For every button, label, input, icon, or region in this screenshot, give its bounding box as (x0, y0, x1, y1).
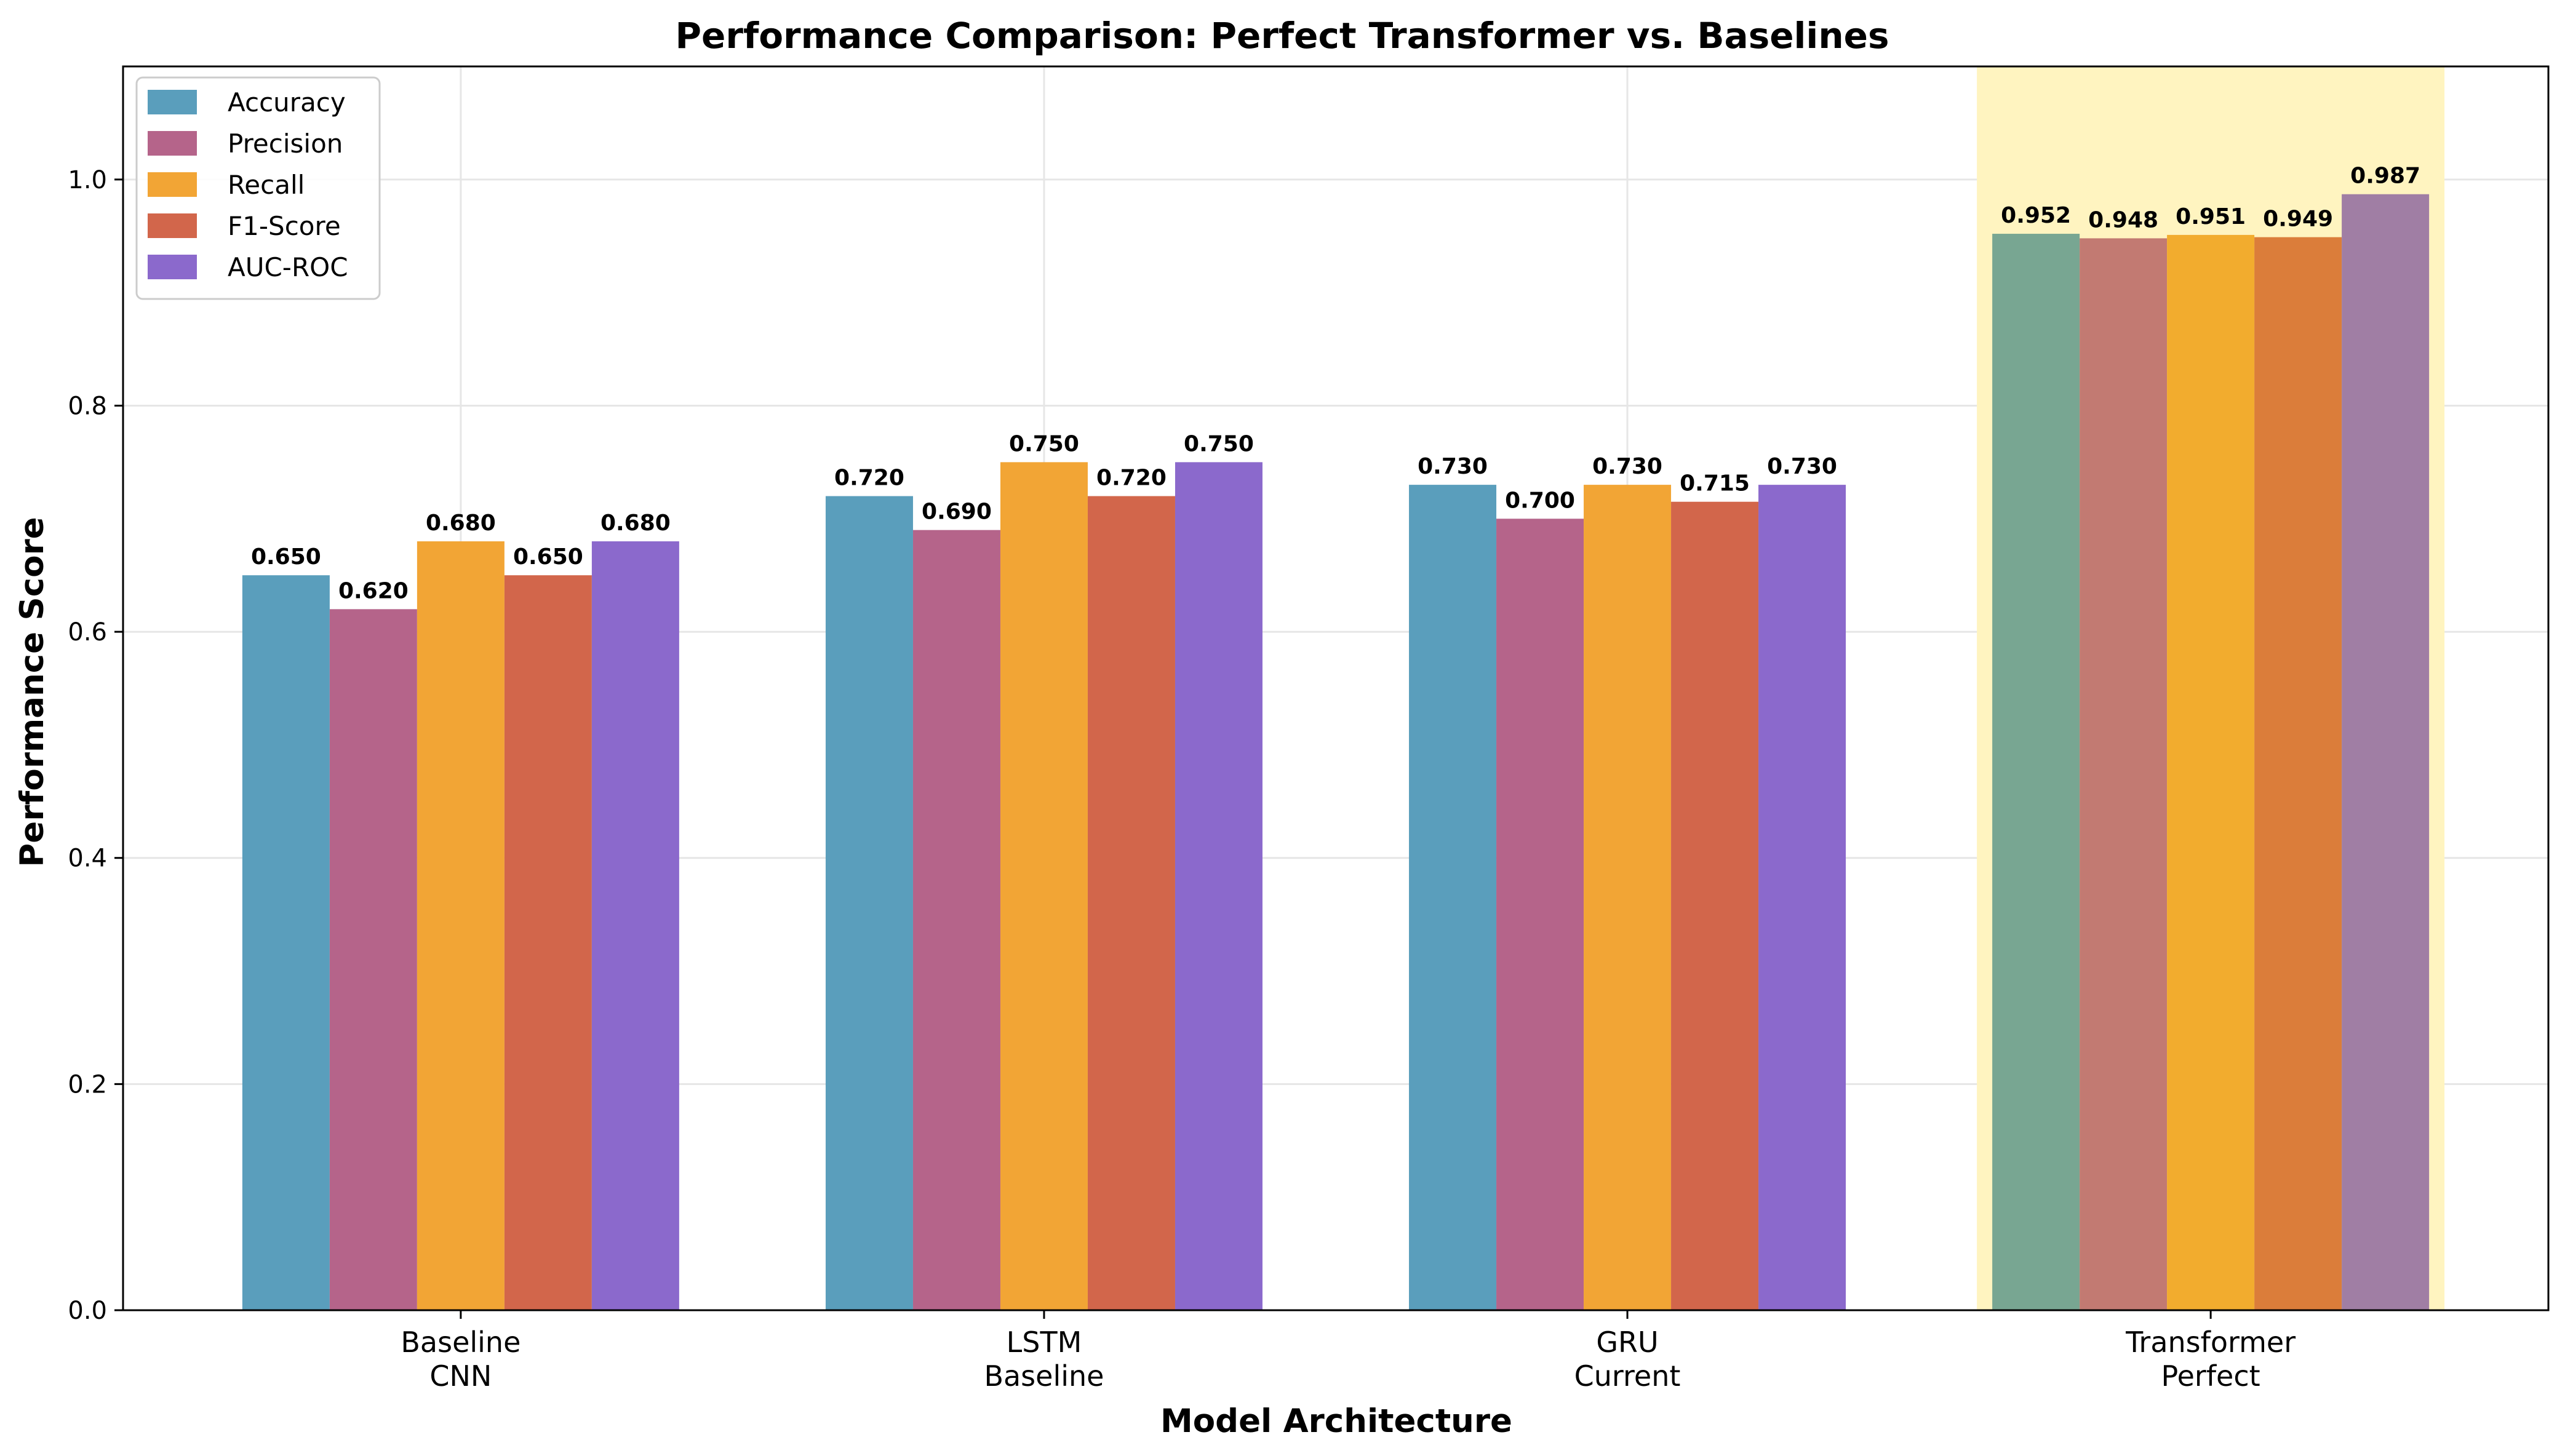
data-label: 0.730 (1767, 454, 1837, 479)
value-labels: 0.650 0.720 0.730 0.952 0.620 0.690 0.700 0.948… (251, 164, 2420, 604)
bar-accuracy (242, 575, 330, 1310)
bar-auc-roc (1175, 462, 1263, 1310)
y-axis: 0.0 0.2 0.4 0.6 0.8 1.0 (68, 166, 123, 1325)
data-label: 0.730 (1418, 454, 1488, 479)
legend-label: Accuracy (228, 87, 346, 117)
data-label: 0.680 (600, 511, 671, 536)
bar-precision (1496, 519, 1584, 1310)
legend-label: AUC-ROC (228, 252, 348, 282)
data-label: 0.720 (834, 466, 904, 491)
data-label: 0.680 (426, 511, 496, 536)
x-tick-label: Baseline (984, 1359, 1104, 1393)
plot-frame (122, 65, 2550, 1311)
y-axis-title: Performance Score (14, 517, 51, 867)
x-tick-label: CNN (429, 1359, 492, 1393)
y-tick-label: 0.4 (68, 845, 107, 873)
bar-f1-score (504, 575, 592, 1310)
bar-recall (2167, 234, 2255, 1310)
data-label: 0.750 (1184, 431, 1254, 456)
x-tick-label: LSTM (1007, 1326, 1082, 1359)
bar-precision (2080, 238, 2168, 1311)
bar-precision (912, 530, 1000, 1310)
data-label: 0.750 (1009, 431, 1079, 456)
data-label: 0.715 (1680, 471, 1750, 496)
plot-border (122, 65, 2550, 1311)
data-label: 0.730 (1592, 454, 1662, 479)
x-tick-label: Current (1574, 1359, 1681, 1393)
legend-label: Precision (228, 129, 343, 159)
x-tick-label: Perfect (2161, 1359, 2260, 1393)
x-tick-label: Transformer (2125, 1326, 2296, 1359)
legend-swatch-precision (148, 131, 197, 156)
bar-f1-score (2254, 237, 2342, 1311)
bar-auc-roc (2342, 194, 2430, 1310)
data-label: 0.650 (513, 544, 583, 570)
bar-auc-roc (591, 541, 679, 1310)
x-axis-title: Model Architecture (1160, 1402, 1512, 1440)
legend-label: F1-Score (228, 211, 341, 241)
bar-accuracy (1992, 234, 2080, 1310)
data-label: 0.952 (2001, 203, 2071, 228)
data-label: 0.987 (2350, 164, 2420, 189)
legend: Accuracy Precision Recall F1-Score AUC-ROC (135, 76, 381, 300)
data-label: 0.650 (251, 544, 321, 570)
y-tick-label: 0.8 (68, 392, 107, 420)
data-label: 0.949 (2263, 207, 2333, 232)
legend-swatch-accuracy (148, 90, 197, 114)
data-label: 0.951 (2176, 204, 2246, 229)
data-label: 0.690 (922, 499, 992, 525)
legend-box (135, 76, 381, 300)
legend-swatch-recall (148, 172, 197, 197)
bar-auc-roc (1758, 485, 1846, 1311)
y-tick-label: 0.2 (68, 1070, 107, 1099)
data-label: 0.620 (338, 578, 409, 603)
bar-recall (417, 541, 505, 1310)
bars (242, 194, 2430, 1311)
legend-swatch-auc-roc (148, 255, 197, 279)
data-label: 0.948 (2088, 207, 2158, 233)
data-label: 0.700 (1505, 488, 1575, 513)
y-tick-label: 0.0 (68, 1297, 107, 1325)
bar-precision (329, 609, 417, 1310)
bar-f1-score (1671, 501, 1759, 1311)
x-axis: BaselineCNNLSTMBaselineGRUCurrentTransfo… (401, 1310, 2296, 1393)
x-tick-label: GRU (1596, 1326, 1658, 1359)
data-label: 0.720 (1096, 466, 1167, 491)
bar-recall (1584, 485, 1672, 1311)
x-tick-label: Baseline (401, 1326, 521, 1359)
bar-f1-score (1087, 496, 1175, 1311)
bar-recall (1000, 462, 1088, 1310)
bar-accuracy (825, 496, 913, 1311)
bar-accuracy (1409, 485, 1497, 1311)
legend-label: Recall (228, 170, 305, 200)
legend-swatch-f1-score (148, 213, 197, 238)
chart-title: Performance Comparison: Perfect Transfor… (676, 15, 1889, 57)
y-tick-label: 0.6 (68, 618, 107, 646)
y-tick-label: 1.0 (68, 166, 107, 194)
